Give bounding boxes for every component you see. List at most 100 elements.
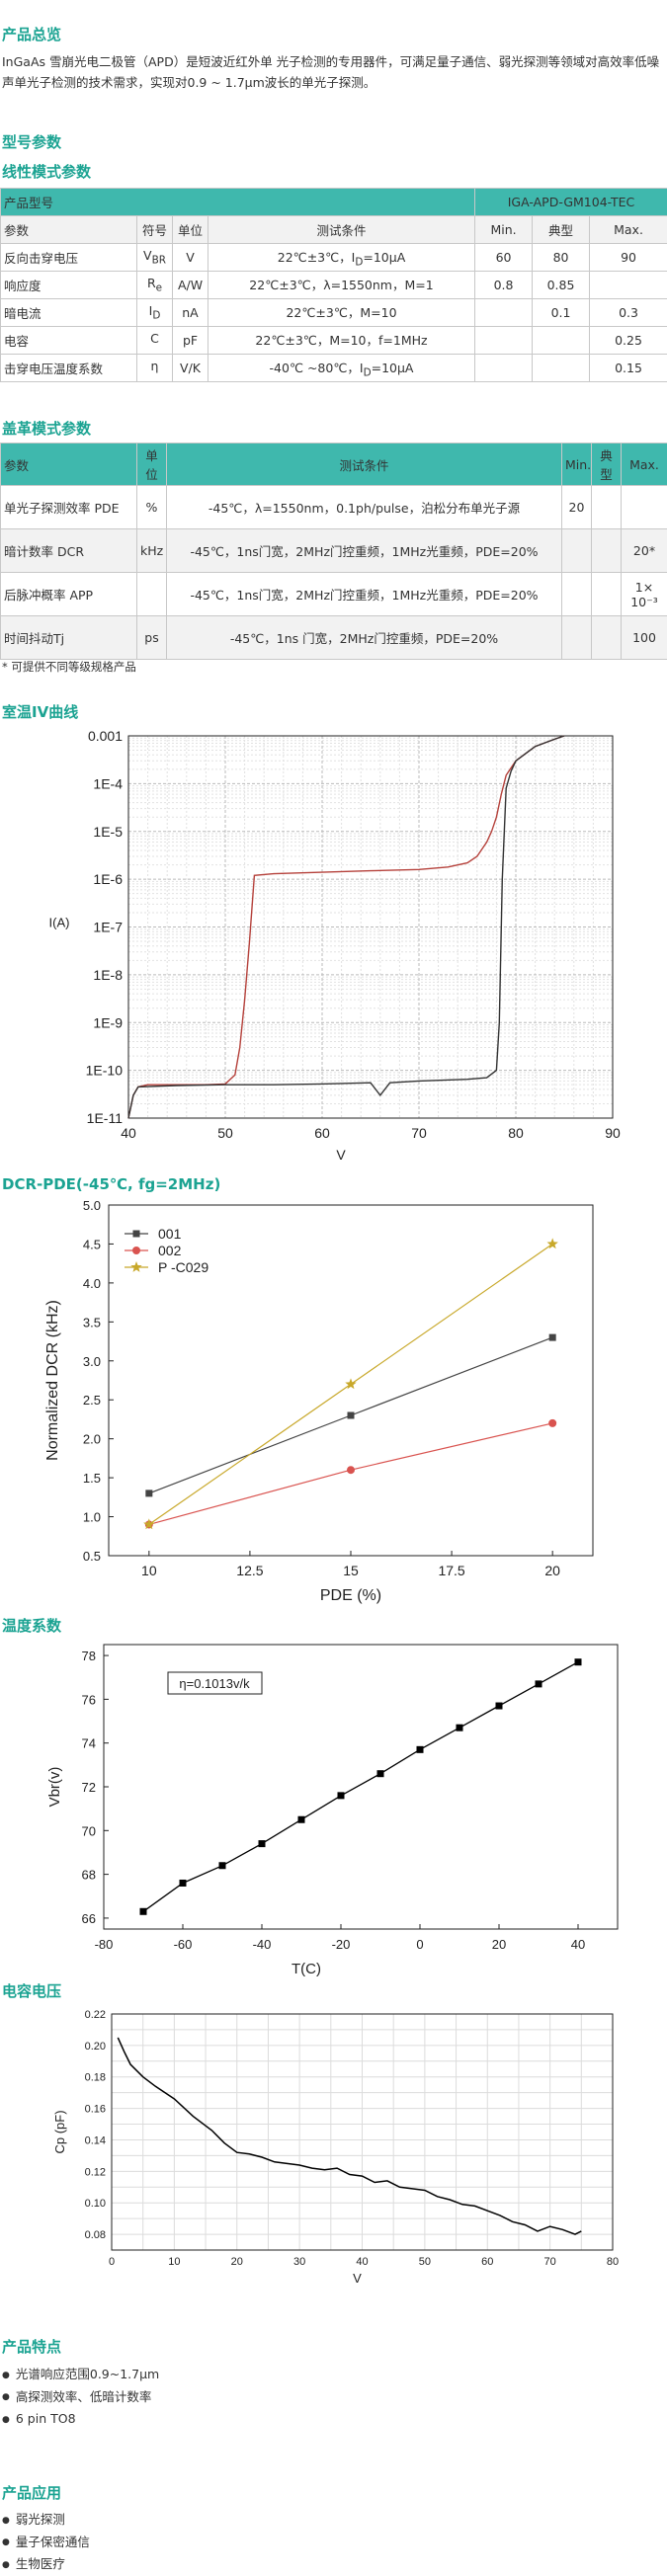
data-point	[457, 1725, 463, 1731]
x-tick-label: 70	[544, 2256, 556, 2268]
table-row: 反向击穿电压VBRV22℃±3℃，ID=10μA608090	[1, 244, 667, 272]
features-list: 光谱响应范围0.9~1.7μm 高探测效率、低暗计数率 6 pin TO8	[2, 2364, 159, 2431]
column-header: 测试条件	[208, 216, 475, 244]
typ-cell	[592, 486, 622, 529]
symbol-subscript: e	[156, 282, 162, 294]
x-tick-label: 17.5	[438, 1563, 464, 1578]
typ-cell: 0.1	[533, 299, 590, 327]
x-tick-label: 40	[356, 2256, 368, 2268]
column-header: 典型	[592, 443, 622, 486]
x-axis-label: T(C)	[292, 1961, 321, 1977]
y-tick-label: 5.0	[83, 1198, 101, 1213]
column-header: Max.	[590, 216, 667, 244]
param-cell: 电容	[1, 327, 137, 355]
legend-label: P -C029	[158, 1259, 208, 1275]
x-tick-label: 80	[607, 2256, 619, 2268]
symbol-cell: η	[137, 355, 173, 382]
y-tick-label: 0.10	[85, 2198, 106, 2210]
y-tick-label: 3.0	[83, 1354, 101, 1369]
typ-cell	[592, 573, 622, 616]
x-axis-label: V	[336, 1147, 346, 1163]
symbol-subscript: D	[152, 310, 160, 322]
y-tick-label: 4.5	[83, 1237, 101, 1251]
unit-cell: V	[173, 244, 208, 272]
column-header: Min.	[562, 443, 592, 486]
capacitance-voltage-chart: 0.080.100.120.140.160.180.200.2201020304…	[0, 2000, 667, 2296]
y-tick-label: 0.08	[85, 2229, 106, 2241]
x-tick-label: -80	[95, 1937, 114, 1952]
y-tick-label: 2.0	[83, 1432, 101, 1447]
y-tick-label: 66	[82, 1911, 96, 1926]
condition-subscript: D	[364, 366, 372, 378]
cv-chart-title: 电容电压	[2, 1980, 61, 2001]
data-point	[259, 1840, 266, 1847]
unit-cell	[137, 573, 167, 616]
iv-curve-chart: 1E-111E-101E-91E-81E-71E-61E-51E-40.0014…	[0, 721, 667, 1175]
linear-params-table: 产品型号 IGA-APD-GM104-TEC 参数符号单位测试条件Min.典型M…	[0, 188, 667, 382]
legend-label: 001	[158, 1226, 182, 1242]
y-tick-label: 68	[82, 1868, 96, 1883]
data-point	[536, 1680, 542, 1687]
data-point	[298, 1816, 305, 1823]
typ-cell	[533, 327, 590, 355]
symbol-cell: ID	[137, 299, 173, 327]
x-tick-label: -40	[253, 1937, 272, 1952]
x-tick-label: 20	[544, 1563, 560, 1578]
data-point	[496, 1703, 503, 1710]
table-row: 暗计数率 DCRkHz-45℃，1ns门宽，2MHz门控重频，1MHz光重频，P…	[1, 529, 667, 573]
min-cell	[562, 529, 592, 573]
typ-cell: 80	[533, 244, 590, 272]
condition-text: 22℃±3℃，M=10，f=1MHz	[255, 333, 427, 348]
x-tick-label: 50	[217, 1125, 233, 1141]
symbol-subscript: BR	[152, 255, 166, 267]
y-tick-label: 0.22	[85, 2009, 106, 2021]
column-header: 单位	[173, 216, 208, 244]
table-row: 后脉冲概率 APP-45℃，1ns门宽，2MHz门控重频，1MHz光重频，PDE…	[1, 573, 667, 616]
model-row: 产品型号 IGA-APD-GM104-TEC	[1, 189, 667, 216]
list-item: 生物医疗	[2, 2553, 90, 2576]
table-row: 时间抖动Tjps-45℃，1ns 门宽，2MHz门控重频，PDE=20%100	[1, 616, 667, 660]
symbol-cell: VBR	[137, 244, 173, 272]
data-point	[219, 1862, 226, 1869]
overview-text: InGaAs 雪崩光电二极管（APD）是短波近红外单 光子检测的专用器件，可满足…	[2, 51, 664, 93]
unit-cell: A/W	[173, 272, 208, 299]
applications-list: 弱光探测 量子保密通信 生物医疗	[2, 2509, 90, 2576]
unit-cell: nA	[173, 299, 208, 327]
condition-text: -40℃ ~80℃，I	[270, 361, 364, 375]
condition-cell: -45℃，1ns 门宽，2MHz门控重频，PDE=20%	[167, 616, 562, 660]
y-axis-label: I(A)	[49, 916, 70, 930]
linear-header-row: 参数符号单位测试条件Min.典型Max.	[1, 216, 667, 244]
list-item: 弱光探测	[2, 2509, 90, 2532]
data-point	[548, 1419, 556, 1427]
data-point	[377, 1770, 384, 1777]
geiger-header-row: 参数单位测试条件Min.典型Max.	[1, 443, 667, 486]
y-tick-label: 1.5	[83, 1471, 101, 1486]
y-axis-label: Vbr(v)	[46, 1767, 63, 1808]
y-tick-label: 1E-4	[93, 775, 123, 791]
y-tick-label: 1E-9	[93, 1014, 123, 1030]
data-point	[338, 1792, 345, 1799]
data-point	[549, 1334, 556, 1341]
list-item: 6 pin TO8	[2, 2408, 159, 2431]
condition-cell: 22℃±3℃，ID=10μA	[208, 244, 475, 272]
x-tick-label: 10	[141, 1563, 157, 1578]
model-value: IGA-APD-GM104-TEC	[475, 189, 667, 216]
symbol-cell: Re	[137, 272, 173, 299]
y-tick-label: 72	[82, 1780, 96, 1795]
condition-cell: -45℃，1ns门宽，2MHz门控重频，1MHz光重频，PDE=20%	[167, 529, 562, 573]
dcr-chart-title: DCR-PDE(-45℃, fg=2MHz)	[2, 1175, 220, 1193]
linear-mode-title: 线性模式参数	[2, 161, 91, 182]
y-tick-label: 4.0	[83, 1276, 101, 1291]
x-tick-label: 40	[571, 1937, 585, 1952]
x-axis-label: V	[353, 2271, 362, 2286]
y-tick-label: 74	[82, 1736, 96, 1751]
table-row: 电容CpF22℃±3℃，M=10，f=1MHz0.25	[1, 327, 667, 355]
y-tick-label: 1E-10	[86, 1063, 124, 1079]
x-tick-label: 90	[605, 1125, 621, 1141]
param-cell: 反向击穿电压	[1, 244, 137, 272]
table-row: 响应度ReA/W22℃±3℃，λ=1550nm，M=10.80.85	[1, 272, 667, 299]
min-cell	[562, 616, 592, 660]
unit-cell: kHz	[137, 529, 167, 573]
column-header: 参数	[1, 443, 137, 486]
column-header: 参数	[1, 216, 137, 244]
